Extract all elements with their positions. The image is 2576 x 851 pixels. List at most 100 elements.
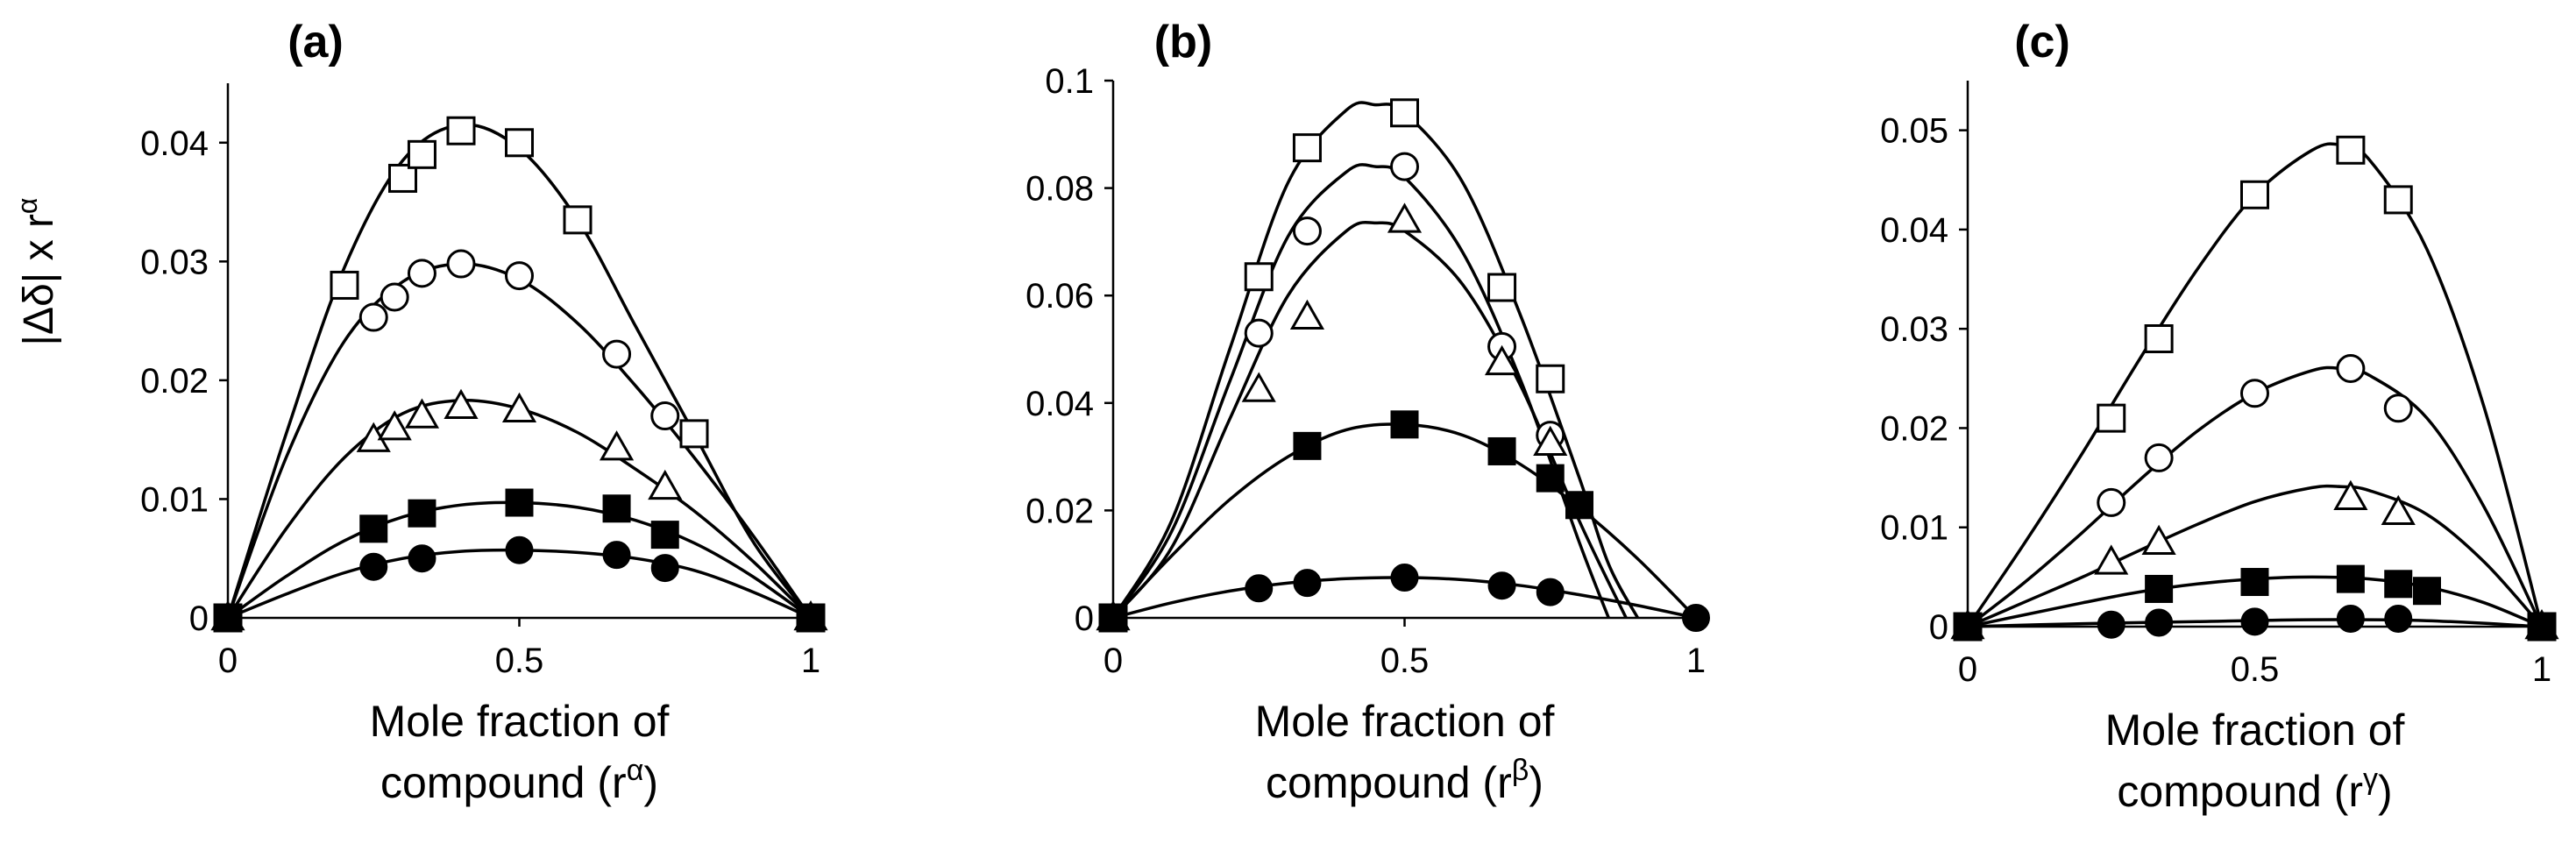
fit-curve-open-triangle: [1111, 220, 1628, 620]
x-axis-title-end: ): [2378, 767, 2393, 816]
y-axis-title-main: |Δδ| x r: [16, 214, 62, 345]
data-point-filled-square: [2240, 568, 2269, 597]
y-tick-label: 0.1: [1045, 62, 1094, 101]
y-tick-label: 0.08: [1025, 170, 1094, 209]
data-point-open-square: [388, 163, 417, 193]
y-tick-label: 0.02: [140, 362, 209, 401]
x-axis-title-main: compound (r: [1266, 758, 1512, 807]
data-point-open-circle: [358, 302, 388, 332]
x-tick-label: 0.5: [2231, 650, 2280, 689]
y-axis-title: |Δδ| x rα: [11, 198, 62, 346]
x-tick-label: 0.5: [1380, 642, 1430, 680]
data-point-filled-square: [1536, 464, 1565, 493]
y-tick-label: 0.03: [140, 243, 209, 281]
data-point-filled-circle: [1487, 571, 1516, 600]
data-point-filled-circle: [2336, 604, 2365, 633]
data-point-open-square: [446, 116, 476, 145]
data-point-filled-square: [650, 521, 679, 550]
x-tick-label: 0: [218, 642, 238, 680]
fit-curve-open-circle: [1111, 163, 1610, 619]
data-point-open-square: [2383, 185, 2413, 215]
data-point-open-triangle: [599, 430, 635, 461]
data-point-filled-circle: [602, 541, 631, 570]
x-axis-title-sup: γ: [2363, 762, 2378, 796]
data-point-open-circle: [650, 401, 680, 431]
y-tick-label: 0.05: [1880, 112, 1948, 151]
y-tick-label: 0: [1929, 608, 1948, 647]
data-point-open-triangle: [1387, 202, 1423, 233]
data-point-filled-square: [408, 499, 436, 528]
panel-label: (c): [2014, 17, 2070, 67]
x-tick-label: 0: [1103, 642, 1123, 680]
y-tick-label: 0.03: [1880, 310, 1948, 349]
x-tick-label: 0: [1958, 650, 1977, 689]
fit-curve-open-circle: [226, 262, 813, 620]
x-tick-label: 0.5: [495, 642, 544, 680]
data-point-open-square: [679, 419, 709, 449]
x-axis-title-main: compound (r: [2117, 767, 2363, 816]
data-point-open-circle: [2383, 394, 2413, 423]
x-axis-title-line1: Mole fraction of: [1255, 697, 1555, 746]
data-point-open-triangle: [1533, 425, 1568, 457]
data-point-open-triangle: [1289, 299, 1325, 330]
x-axis-title-line2: compound (rα): [380, 754, 658, 807]
data-point-filled-square: [359, 514, 388, 543]
data-point-open-circle: [1292, 216, 1322, 246]
data-point-filled-square: [2413, 577, 2441, 606]
data-point-open-triangle: [377, 410, 412, 441]
data-point-filled-circle: [359, 552, 388, 581]
data-point-open-circle: [2144, 443, 2174, 472]
data-point-filled-circle: [650, 554, 679, 583]
panel-a: (a) 0 0.01 0.02 0.03 0.04 0 0.5 1 Mole fraction o…: [140, 17, 828, 807]
data-point-filled-circle: [408, 544, 436, 573]
data-point-filled-square: [1487, 436, 1516, 465]
y-tick-label: 0.04: [1025, 385, 1094, 423]
data-point-filled-circle: [1293, 569, 1322, 598]
data-point-open-square: [407, 139, 436, 169]
data-point-open-square: [2240, 180, 2269, 209]
x-tick-label: 1: [1686, 642, 1706, 680]
data-point-filled-square: [602, 494, 631, 523]
y-tick-label: 0.02: [1880, 409, 1948, 448]
x-axis-title-line2: compound (rβ): [1266, 754, 1543, 807]
data-point-open-triangle: [2094, 544, 2129, 575]
data-point-open-triangle: [648, 469, 683, 500]
data-point-filled-square: [505, 488, 534, 517]
x-tick-label: 1: [801, 642, 820, 680]
data-point-filled-circle: [505, 535, 534, 564]
data-point-open-triangle: [2381, 494, 2416, 525]
panel-b: (b) 0 0.02 0.04 0.06 0.08 0.1 0 0.5 1 Mole fractio…: [1025, 17, 1710, 807]
data-point-filled-circle: [1682, 604, 1710, 632]
x-axis-title-line1: Mole fraction of: [370, 697, 670, 746]
data-point-filled-circle: [214, 604, 242, 632]
y-tick-label: 0: [189, 599, 209, 638]
data-point-open-square: [2097, 403, 2126, 433]
x-axis-title-end: ): [643, 758, 658, 807]
data-point-open-square: [505, 128, 534, 158]
data-point-open-circle: [505, 261, 534, 291]
data-point-open-square: [563, 205, 593, 235]
data-point-open-circle: [446, 249, 476, 279]
data-point-open-square: [1292, 133, 1322, 163]
y-tick-label: 0.04: [140, 124, 209, 163]
x-axis-title-sup: β: [1512, 754, 1529, 787]
data-point-open-square: [1390, 98, 1419, 128]
y-tick-label: 0.04: [1880, 211, 1948, 250]
data-point-filled-circle: [2097, 610, 2125, 639]
data-point-filled-circle: [1099, 604, 1127, 632]
data-point-open-square: [2336, 135, 2366, 165]
data-point-filled-circle: [1245, 574, 1274, 603]
fit-curve-open-square: [1966, 142, 2544, 628]
fit-curve-open-square: [1111, 101, 1640, 619]
fit-curve-open-triangle: [1967, 484, 2544, 628]
y-tick-label: 0.01: [1880, 509, 1948, 548]
panel-c: (c) 0 0.01 0.02 0.03 0.04 0.05 0 0.5 1 Mole fracti…: [1880, 17, 2559, 816]
y-tick-label: 0.02: [1025, 492, 1094, 530]
data-point-open-triangle: [1484, 344, 1520, 376]
data-point-filled-circle: [2145, 608, 2174, 637]
x-axis-title-end: ): [1529, 758, 1543, 807]
data-point-open-circle: [1390, 152, 1419, 181]
data-point-open-circle: [2097, 487, 2126, 517]
data-point-open-triangle: [404, 398, 440, 429]
fit-curve-open-circle: [1966, 365, 2544, 628]
